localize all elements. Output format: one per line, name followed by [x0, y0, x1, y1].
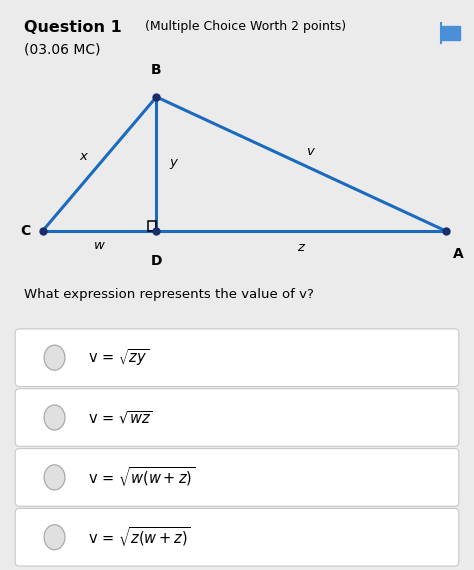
Text: C: C [20, 224, 31, 238]
Circle shape [44, 405, 65, 430]
Text: x: x [79, 150, 87, 163]
FancyBboxPatch shape [15, 389, 459, 446]
Text: (Multiple Choice Worth 2 points): (Multiple Choice Worth 2 points) [145, 20, 346, 33]
Circle shape [44, 465, 65, 490]
Text: What expression represents the value of v?: What expression represents the value of … [24, 288, 314, 301]
FancyBboxPatch shape [15, 508, 459, 566]
FancyBboxPatch shape [441, 26, 460, 40]
Text: v = $\sqrt{wz}$: v = $\sqrt{wz}$ [88, 409, 153, 426]
Circle shape [44, 524, 65, 549]
FancyBboxPatch shape [15, 329, 459, 386]
Text: v = $\sqrt{z(w + z)}$: v = $\sqrt{z(w + z)}$ [88, 526, 191, 549]
FancyBboxPatch shape [15, 449, 459, 506]
Text: D: D [151, 254, 162, 268]
Text: Question 1: Question 1 [24, 20, 121, 35]
Text: v: v [307, 145, 314, 157]
Text: (03.06 MC): (03.06 MC) [24, 43, 100, 57]
Text: v = $\sqrt{zy}$: v = $\sqrt{zy}$ [88, 347, 149, 368]
Text: v = $\sqrt{w(w + z)}$: v = $\sqrt{w(w + z)}$ [88, 466, 195, 489]
Text: A: A [453, 247, 464, 260]
Circle shape [44, 345, 65, 371]
Text: B: B [151, 63, 162, 77]
Text: z: z [298, 242, 304, 254]
Text: w: w [94, 239, 105, 251]
Text: y: y [169, 156, 177, 169]
